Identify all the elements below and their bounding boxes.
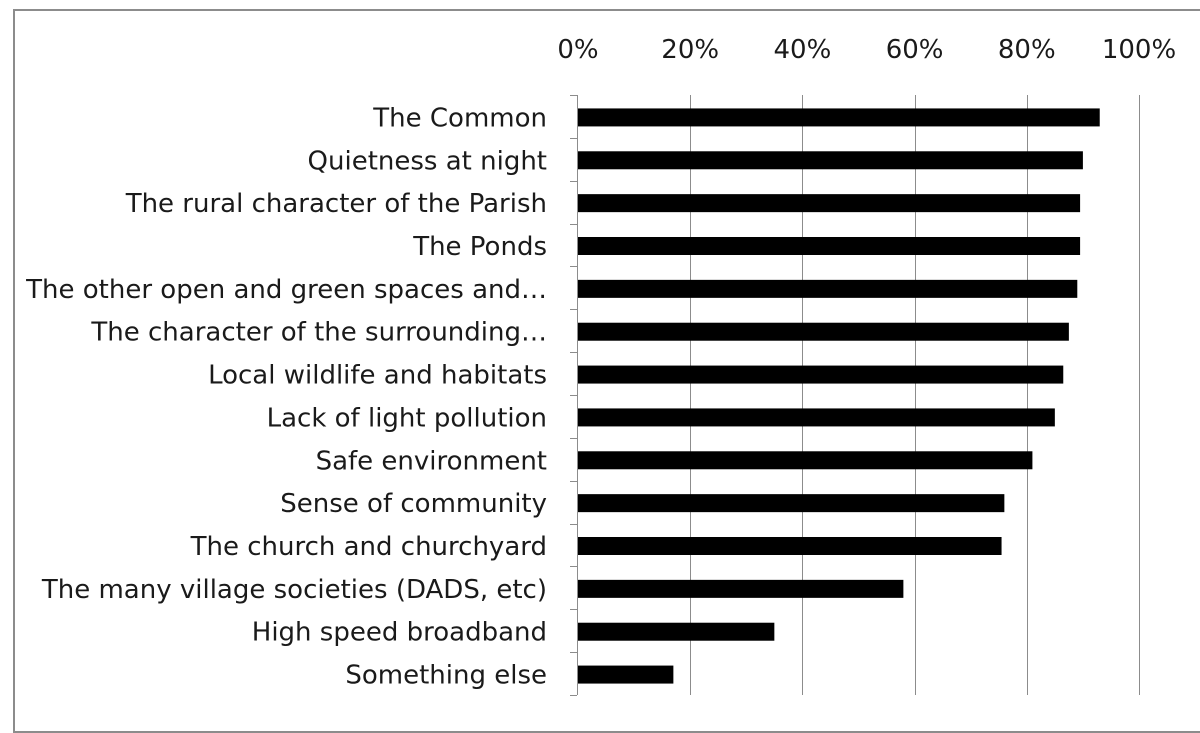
bar (578, 151, 1083, 170)
x-tick-label: 20% (661, 35, 719, 65)
x-tick-label: 80% (998, 35, 1056, 65)
category-label: Sense of community (280, 489, 547, 519)
bar (578, 194, 1081, 213)
category-label: The many village societies (DADS, etc) (41, 575, 547, 605)
category-label: Lack of light pollution (267, 403, 547, 433)
x-tick-label: 0% (557, 35, 598, 65)
bar (578, 237, 1081, 255)
x-tick-label: 40% (774, 35, 832, 65)
bar (578, 108, 1100, 127)
bar (578, 494, 1005, 513)
bar (578, 665, 674, 684)
category-label: The rural character of the Parish (125, 189, 547, 219)
category-label: Quietness at night (308, 146, 547, 176)
bar (578, 622, 775, 641)
x-tick-label: 100% (1102, 35, 1176, 65)
bar (578, 579, 904, 598)
category-label: Safe environment (316, 446, 547, 476)
category-label: The Common (372, 103, 547, 133)
bar (578, 322, 1069, 341)
bar (578, 279, 1078, 298)
category-label: Something else (345, 661, 547, 691)
bar (578, 537, 1002, 555)
category-label: The Ponds (412, 232, 547, 262)
category-label: Local wildlife and habitats (208, 361, 547, 391)
category-label: The church and churchyard (190, 532, 547, 562)
category-label: The other open and green spaces and… (25, 275, 547, 305)
category-label: The character of the surrounding… (90, 318, 547, 348)
bar (578, 408, 1055, 427)
x-tick-label: 60% (886, 35, 944, 65)
bar (578, 451, 1033, 470)
bar (578, 365, 1064, 384)
category-label: High speed broadband (252, 618, 547, 648)
